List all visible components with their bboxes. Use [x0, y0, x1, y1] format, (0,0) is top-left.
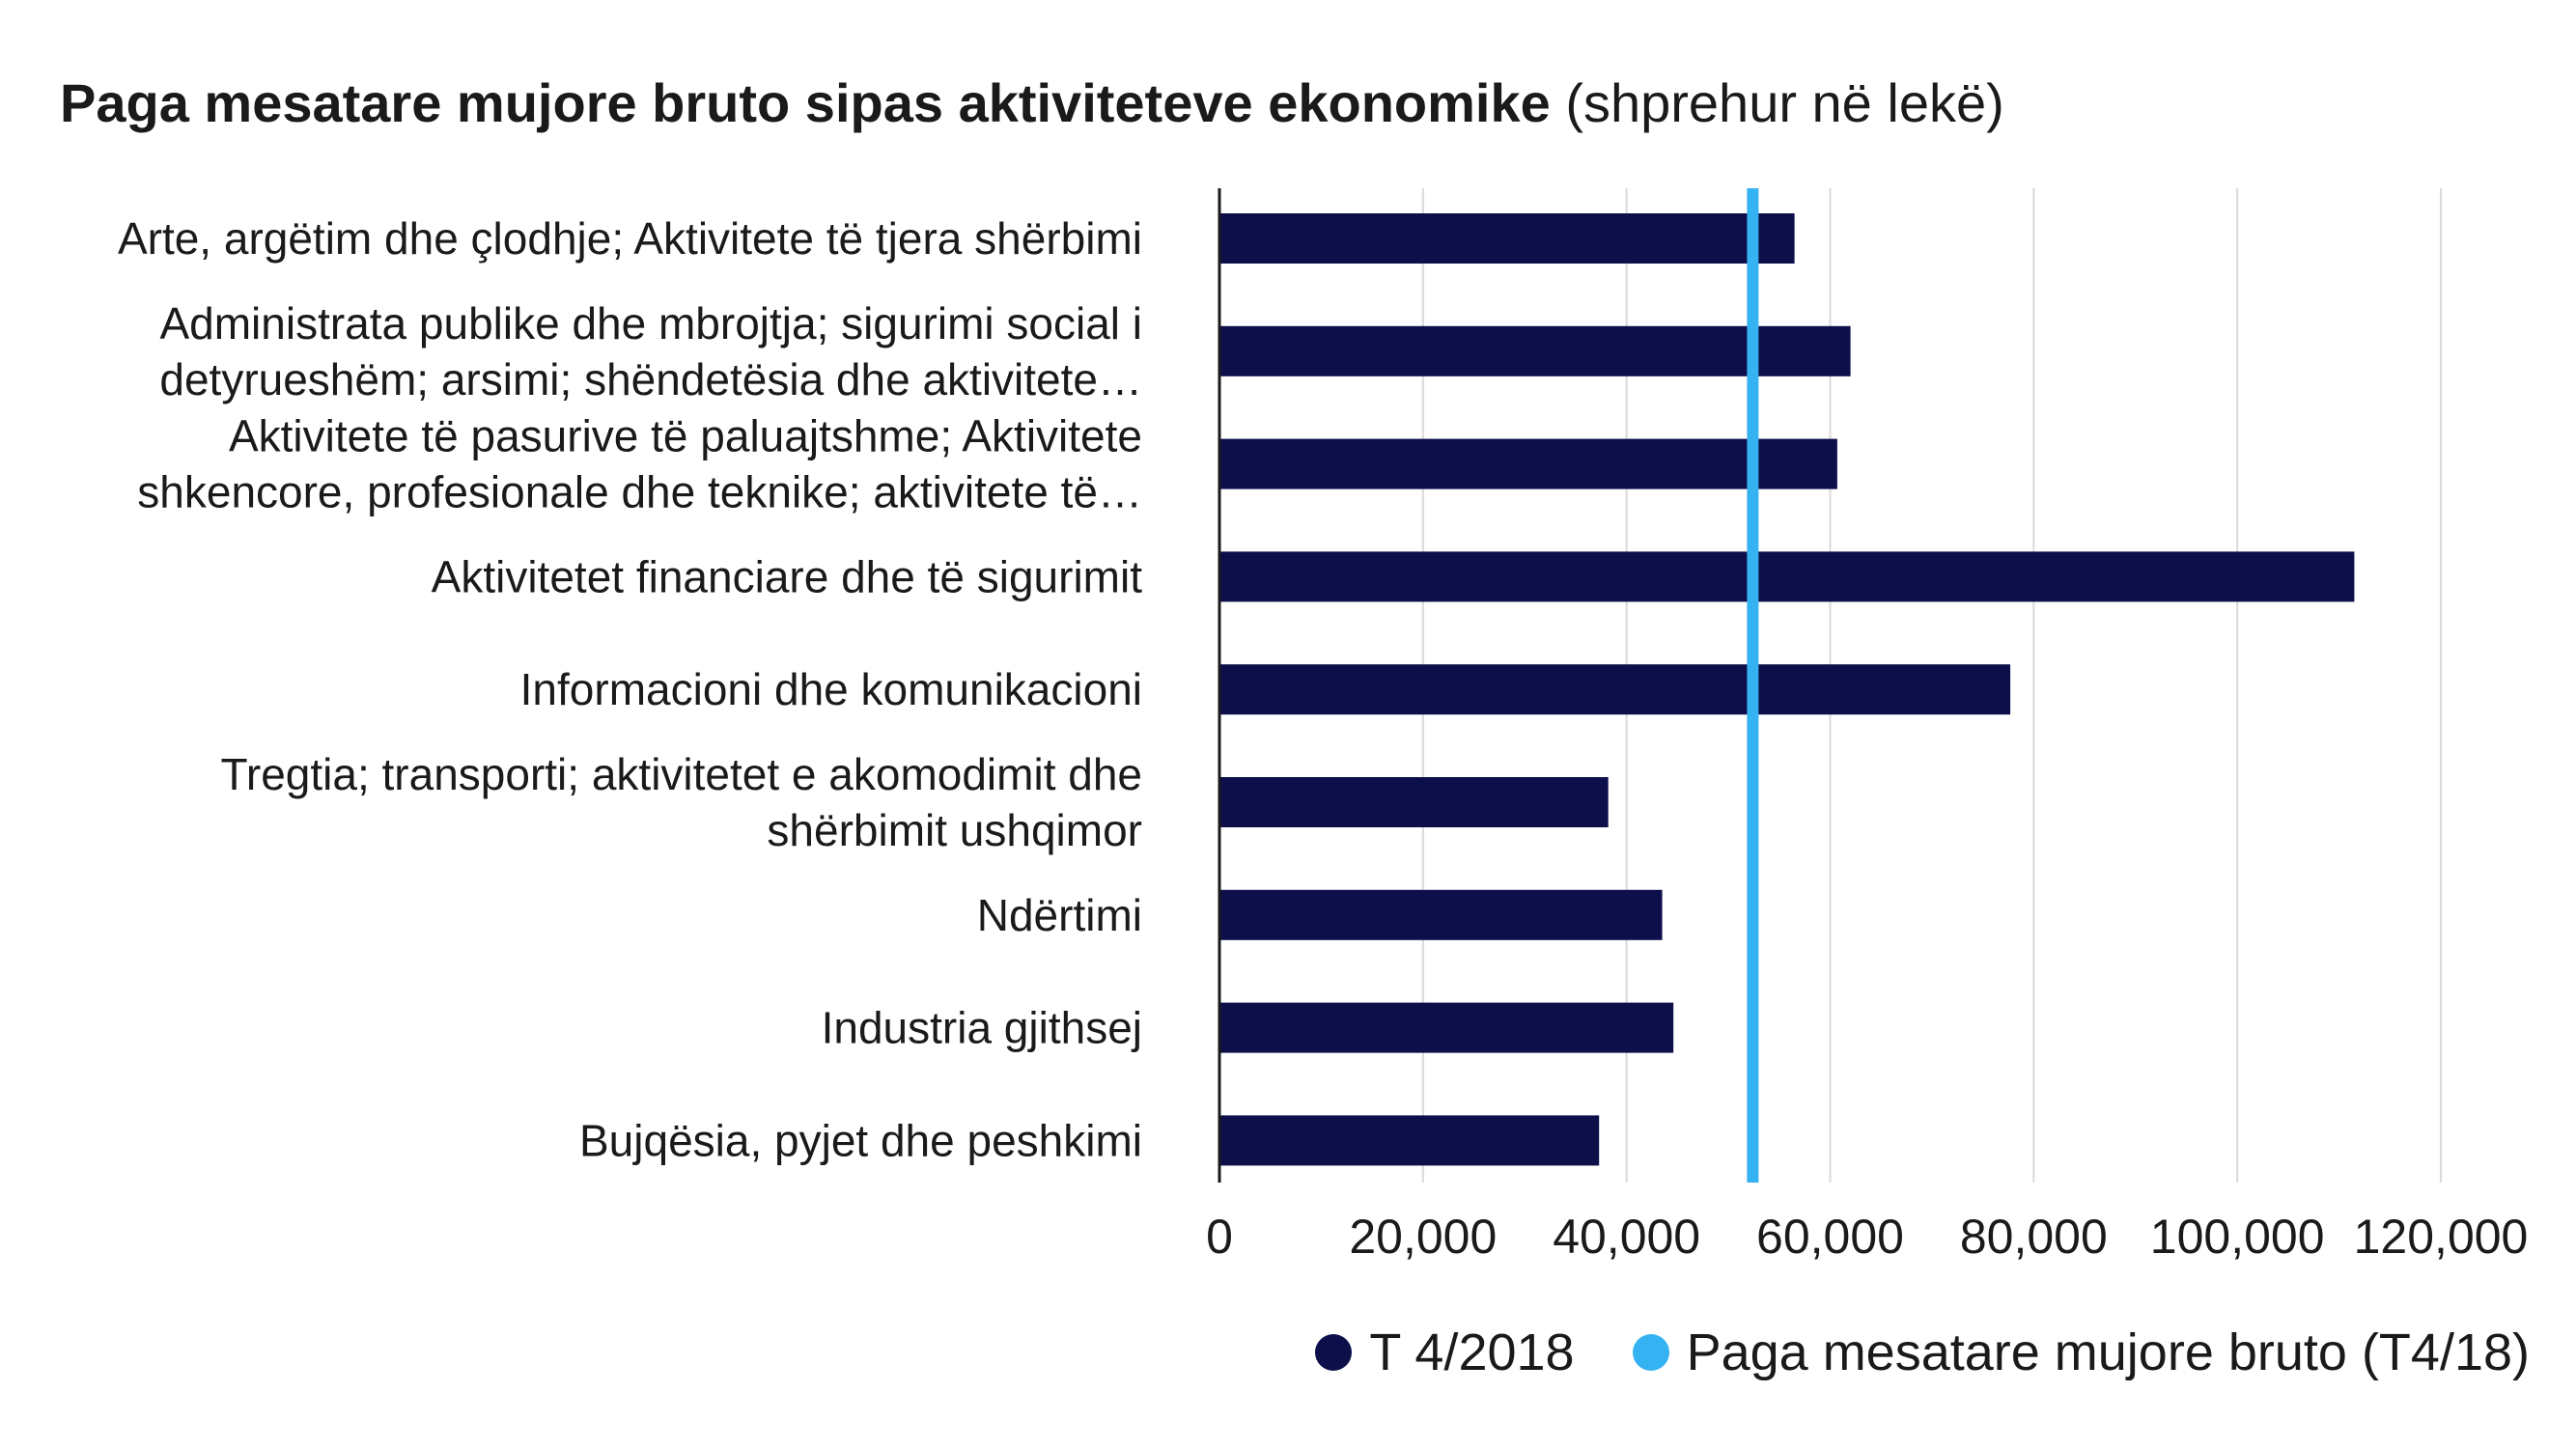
category-label: Ndërtimi — [977, 890, 1142, 940]
chart-title-main: Paga mesatare mujore bruto sipas aktivit… — [60, 72, 1551, 133]
bar — [1219, 325, 1851, 376]
x-tick-label: 0 — [1206, 1210, 1233, 1264]
category-label-line: Bujqësia, pyjet dhe peshkimi — [579, 1115, 1142, 1165]
bars — [1219, 213, 2355, 1166]
legend-item-series: T 4/2018 — [1315, 1323, 1575, 1382]
legend: T 4/2018 Paga mesatare mujore bruto (T4/… — [1257, 1323, 2530, 1382]
bar — [1219, 438, 1837, 489]
category-label: Tregtia; transporti; aktivitetet e akomo… — [221, 749, 1143, 855]
x-tick-label: 20,000 — [1349, 1210, 1497, 1264]
bar — [1219, 213, 1795, 264]
bar — [1219, 889, 1663, 940]
category-label-line: shërbimit ushqimor — [767, 805, 1142, 855]
bar — [1219, 1002, 1674, 1053]
legend-series-label: T 4/2018 — [1369, 1324, 1575, 1381]
category-label: Aktivitetet financiare dhe të sigurimit — [432, 551, 1143, 601]
bar — [1219, 777, 1609, 827]
x-tick-labels: 0 20,000 40,000 60,000 80,000 100,000 120,000 — [1206, 1210, 2528, 1264]
category-labels: Arte, argëtim dhe çlodhje; Aktivitete të… — [118, 213, 1142, 1165]
x-tick-label: 40,000 — [1553, 1210, 1700, 1264]
x-tick-label: 60,000 — [1756, 1210, 1904, 1264]
legend-series-marker — [1315, 1334, 1353, 1371]
legend-item-reference: Paga mesatare mujore bruto (T4/18) — [1632, 1323, 2530, 1382]
category-label-line: Industria gjithsej — [822, 1003, 1142, 1053]
x-tick-label: 80,000 — [1960, 1210, 2108, 1264]
category-label-line: shkencore, profesionale dhe teknike; akt… — [137, 467, 1142, 517]
category-label: Administrata publike dhe mbrojtja; sigur… — [159, 298, 1142, 404]
bar — [1219, 1115, 1600, 1166]
x-tick-label: 120,000 — [2354, 1210, 2529, 1264]
x-tick-label: 100,000 — [2150, 1210, 2325, 1264]
category-label: Industria gjithsej — [822, 1003, 1142, 1053]
category-label: Bujqësia, pyjet dhe peshkimi — [579, 1115, 1142, 1165]
category-label-line: Aktivitetet financiare dhe të sigurimit — [432, 551, 1143, 601]
category-label-line: Tregtia; transporti; aktivitetet e akomo… — [221, 749, 1143, 799]
legend-reference-marker — [1632, 1334, 1669, 1371]
chart-title: Paga mesatare mujore bruto sipas aktivit… — [60, 71, 2004, 134]
bar — [1219, 551, 2355, 602]
category-label-line: Arte, argëtim dhe çlodhje; Aktivitete të… — [118, 213, 1142, 264]
category-label: Arte, argëtim dhe çlodhje; Aktivitete të… — [118, 213, 1142, 264]
category-label-line: Ndërtimi — [977, 890, 1142, 940]
category-label-line: detyrueshëm; arsimi; shëndetësia dhe akt… — [159, 354, 1142, 404]
legend-reference-label: Paga mesatare mujore bruto (T4/18) — [1686, 1324, 2530, 1381]
category-label-line: Administrata publike dhe mbrojtja; sigur… — [159, 298, 1142, 348]
chart-subtitle: (shprehur në lekë) — [1565, 72, 2004, 133]
category-label-line: Informacioni dhe komunikacioni — [520, 664, 1142, 714]
category-label: Informacioni dhe komunikacioni — [520, 664, 1142, 714]
bar — [1219, 664, 2011, 715]
category-label: Aktivitete të pasurive të paluajtshme; A… — [137, 411, 1142, 517]
category-label-line: Aktivitete të pasurive të paluajtshme; A… — [229, 411, 1142, 461]
